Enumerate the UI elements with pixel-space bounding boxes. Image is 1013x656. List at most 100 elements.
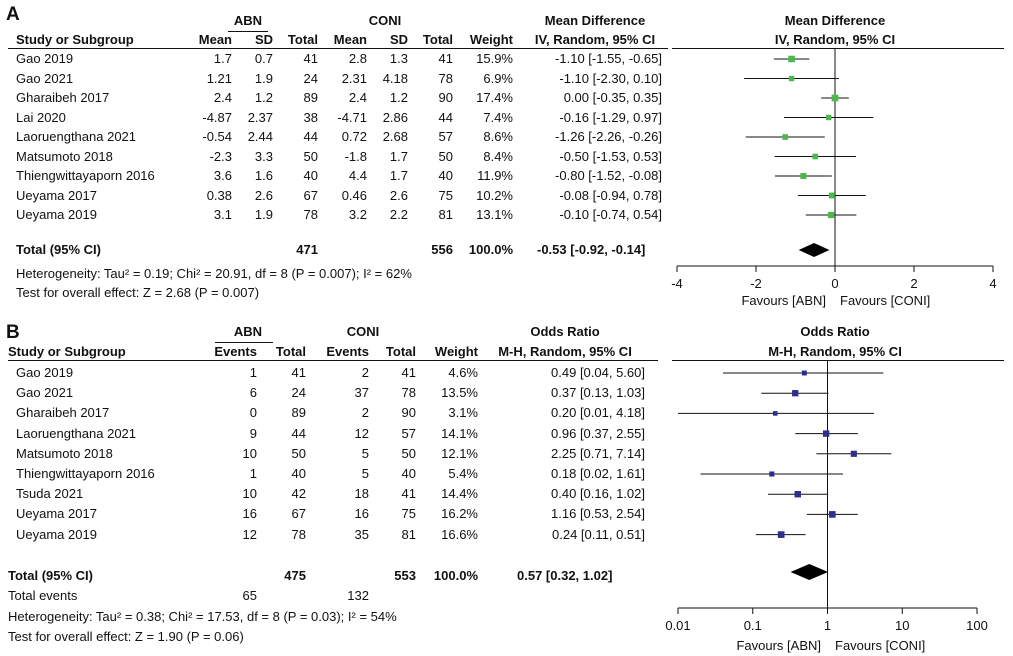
sd-coni: 2.68 (382, 129, 408, 144)
weight-value: 4.6% (448, 365, 478, 380)
pooled-diamond (798, 243, 830, 257)
events-abn: 10 (242, 445, 257, 461)
x-tick-label: 10 (895, 618, 910, 633)
total-abn: 41 (291, 365, 306, 380)
sd-coni: 4.18 (382, 70, 408, 86)
ci-value: 0.00 [-0.35, 0.35] (563, 90, 662, 105)
events-coni: 2 (361, 405, 369, 421)
study-name: Matsumoto 2018 (16, 445, 113, 461)
total-abn: 40 (291, 466, 306, 481)
weight-value: 16.2% (441, 506, 478, 522)
study-name: Gharaibeh 2017 (16, 90, 110, 105)
total-abn: 67 (303, 187, 318, 203)
total-abn: 67 (291, 506, 306, 522)
header-rule (8, 360, 658, 361)
mean-coni: 4.4 (348, 168, 367, 183)
favours-right: Favours [CONI] (835, 638, 926, 653)
sd-abn: 2.37 (247, 109, 273, 125)
ci-value: -1.10 [-1.55, -0.65] (555, 51, 662, 66)
measure-header-table: Mean Difference (544, 13, 646, 28)
mean-abn: 0.38 (206, 187, 232, 203)
col-weight: Weight (434, 344, 478, 359)
ci-value: 0.20 [0.01, 4.18] (551, 405, 645, 421)
col-total2: Total (422, 32, 453, 47)
events-abn: 16 (242, 506, 257, 522)
measure-header-table: Odds Ratio (530, 324, 600, 339)
total-coni: 90 (438, 90, 453, 105)
col-sd2: SD (389, 32, 408, 47)
total-coni: 81 (438, 207, 453, 222)
point-estimate (769, 471, 775, 477)
weight-value: 10.2% (476, 187, 513, 203)
ci-value: -1.26 [-2.26, -0.26] (555, 129, 662, 144)
weight-value: 5.4% (448, 466, 478, 481)
col-study: Study or Subgroup (16, 32, 134, 47)
total-ci: -0.53 [-0.92, -0.14] (537, 242, 646, 257)
point-estimate (788, 55, 795, 63)
point-estimate (777, 531, 785, 538)
ci-value: 0.37 [0.13, 1.03] (551, 385, 645, 401)
total-abn: 50 (303, 148, 318, 164)
group1-underline (215, 342, 273, 343)
ci-value: -0.08 [-0.94, 0.78] (559, 187, 662, 203)
group1-underline (228, 31, 268, 32)
weight-value: 12.1% (441, 445, 478, 461)
mean-coni: 2.4 (348, 90, 367, 105)
x-tick-label: 100 (966, 618, 988, 633)
point-estimate (828, 192, 835, 199)
events-abn: 9 (249, 425, 257, 441)
x-tick-label: 1 (823, 618, 832, 633)
sd-coni: 2.86 (382, 109, 408, 125)
total-events-1: 65 (242, 588, 257, 603)
sd-abn: 1.6 (254, 168, 273, 183)
ci-value: -0.16 [-1.29, 0.97] (559, 109, 662, 125)
sd-coni: 2.2 (389, 207, 408, 222)
ci-value: 0.40 [0.16, 1.02] (551, 486, 645, 502)
mean-coni: 2.8 (348, 51, 367, 66)
total-ci: 0.57 [0.32, 1.02] (517, 568, 613, 583)
study-name: Lai 2020 (16, 109, 66, 125)
group1-header: ABN (233, 13, 263, 28)
measure-header-plot: Mean Difference (784, 13, 886, 28)
sd-abn: 2.6 (254, 187, 273, 203)
point-estimate (800, 172, 807, 180)
total-weight: 100.0% (433, 568, 478, 583)
mean-coni: 0.72 (341, 129, 367, 144)
weight-value: 15.9% (476, 51, 513, 66)
total-events-2: 132 (347, 588, 369, 603)
total-coni: 90 (401, 405, 416, 421)
total-coni: 78 (438, 70, 453, 86)
ci-value: 0.96 [0.37, 2.55] (551, 425, 645, 441)
group1-header: ABN (233, 324, 263, 339)
header-rule-plot (672, 48, 1004, 49)
col-sd1: SD (254, 32, 273, 47)
events-abn: 1 (249, 365, 257, 380)
favours-left: Favours [ABN] (741, 293, 826, 308)
mean-coni: 0.46 (341, 187, 367, 203)
sd-abn: 0.7 (254, 51, 273, 66)
point-estimate (794, 490, 801, 498)
mean-abn: 2.4 (213, 90, 232, 105)
panel-a: A ABN CONI Mean Difference Mean Differen… (0, 0, 1013, 320)
study-name: Gharaibeh 2017 (16, 405, 110, 421)
pooled-diamond (790, 564, 829, 580)
total-abn: 44 (303, 129, 318, 144)
point-estimate (825, 114, 832, 121)
weight-value: 11.9% (477, 168, 513, 183)
point-estimate (772, 411, 778, 416)
total-abn: 50 (291, 445, 306, 461)
mean-coni: -1.8 (344, 148, 367, 164)
ci-value: 0.49 [0.04, 5.60] (551, 365, 645, 380)
total-coni: 40 (438, 168, 453, 183)
sd-abn: 3.3 (254, 148, 273, 164)
total-coni: 41 (401, 365, 416, 380)
sd-coni: 1.2 (389, 90, 408, 105)
sd-coni: 2.6 (389, 187, 408, 203)
x-tick-label: -4 (671, 276, 683, 291)
events-coni: 37 (354, 385, 369, 401)
weight-value: 14.4% (441, 486, 478, 502)
ci-value: 0.24 [0.11, 0.51] (552, 526, 645, 542)
total-n2: 553 (394, 568, 416, 583)
study-name: Ueyama 2017 (16, 506, 97, 522)
point-estimate (788, 75, 795, 82)
